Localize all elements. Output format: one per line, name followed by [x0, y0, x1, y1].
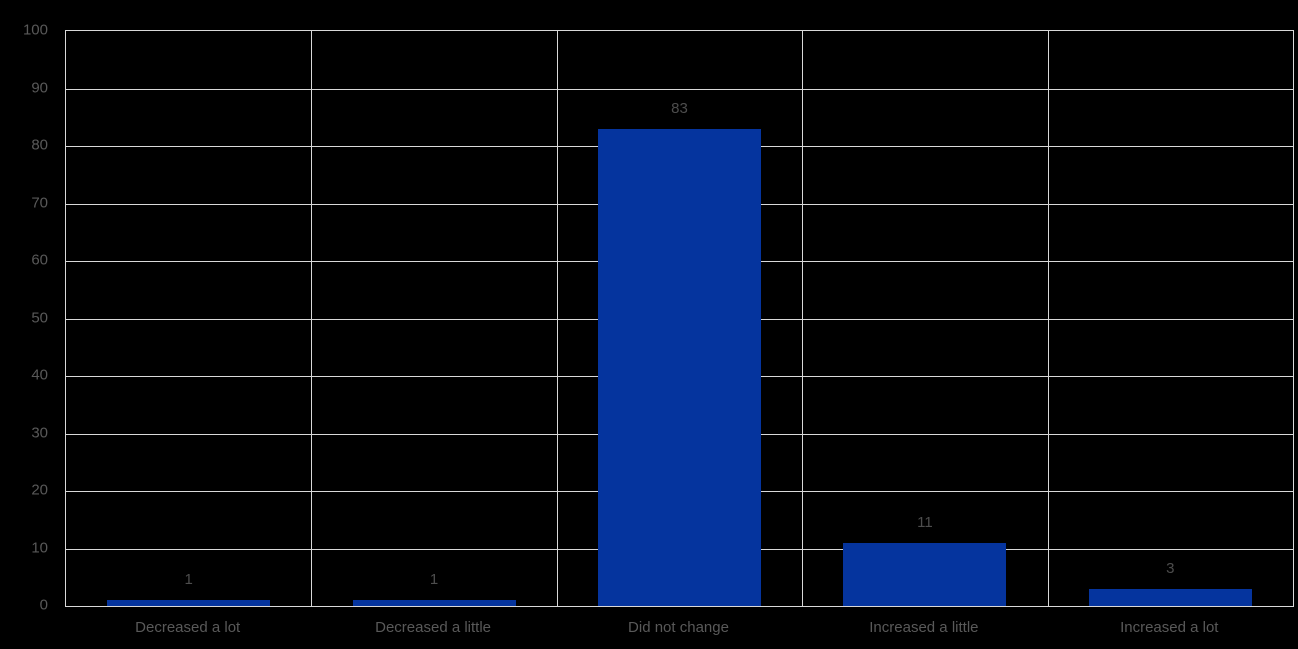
y-axis-tick-label: 50	[31, 309, 48, 326]
y-axis-tick-label: 40	[31, 366, 48, 384]
y-axis-tick-label: 100	[22, 21, 48, 39]
y-axis-tick-label: 10	[31, 539, 48, 556]
x-axis-category-label: Decreased a little	[375, 619, 492, 636]
bar-0	[107, 600, 271, 606]
h-gridline	[66, 88, 1293, 90]
x-axis: Decreased a lot Decreased a little Did not…	[65, 618, 1294, 642]
v-gridline	[311, 31, 313, 606]
v-gridline	[802, 31, 804, 606]
bar-1	[352, 600, 516, 606]
x-axis-category-label: Increased a lot	[1120, 619, 1219, 636]
v-gridline	[1047, 31, 1049, 606]
y-axis-tick-label: 20	[31, 481, 48, 499]
y-axis-tick-label: 60	[31, 251, 48, 269]
bar-value-label: 11	[917, 513, 933, 531]
bar-value-label: 1	[429, 571, 439, 589]
bar-value-label: 3	[1166, 559, 1175, 577]
y-axis-tick-label: 30	[31, 424, 48, 441]
x-axis-category-label: Did not change	[628, 619, 729, 636]
y-axis-tick-label: 90	[31, 79, 48, 96]
bar-4	[1088, 588, 1252, 606]
v-gridline	[556, 31, 558, 606]
bar-value-label: 1	[184, 571, 193, 589]
y-axis-tick-label: 70	[31, 194, 48, 211]
bar-3	[843, 542, 1007, 606]
plot-area: 1 1 83 11 3	[65, 30, 1294, 607]
y-axis-tick-label: 0	[39, 596, 48, 614]
x-axis-category-label: Increased a little	[869, 619, 979, 636]
y-axis-tick-label: 80	[31, 136, 48, 154]
x-axis-category-label: Decreased a lot	[135, 619, 241, 636]
bar-2	[598, 128, 761, 606]
y-axis: 0 10 20 30 40 50 60 70 80 90 100	[0, 22, 48, 614]
bar-value-label: 83	[671, 99, 688, 117]
